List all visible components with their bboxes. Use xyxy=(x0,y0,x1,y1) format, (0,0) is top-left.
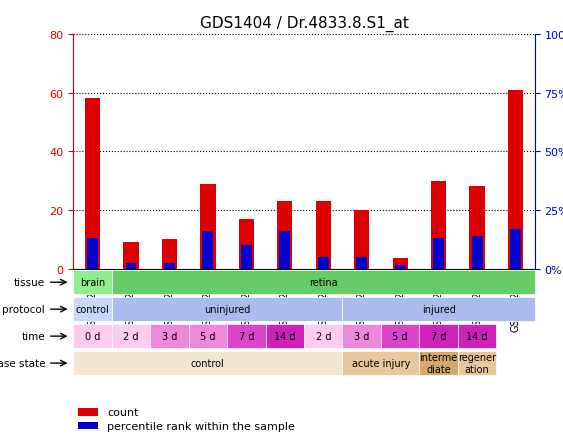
FancyBboxPatch shape xyxy=(111,324,150,349)
Bar xyxy=(470,187,485,269)
Text: 7 d: 7 d xyxy=(239,332,254,341)
FancyBboxPatch shape xyxy=(266,324,304,349)
Text: 2 d: 2 d xyxy=(315,332,331,341)
FancyBboxPatch shape xyxy=(73,270,111,295)
Text: count: count xyxy=(108,407,139,417)
Title: GDS1404 / Dr.4833.8.S1_at: GDS1404 / Dr.4833.8.S1_at xyxy=(199,16,409,32)
Bar xyxy=(508,90,524,269)
FancyBboxPatch shape xyxy=(342,297,535,322)
Text: brain: brain xyxy=(80,278,105,287)
Bar xyxy=(162,240,177,269)
Bar xyxy=(200,184,216,269)
FancyBboxPatch shape xyxy=(227,324,266,349)
Text: uninjured: uninjured xyxy=(204,305,251,314)
Text: interme
diate: interme diate xyxy=(419,352,458,374)
Bar xyxy=(126,263,136,269)
Bar xyxy=(241,246,252,269)
Bar xyxy=(78,408,98,416)
Bar xyxy=(279,232,290,269)
FancyBboxPatch shape xyxy=(189,324,227,349)
Text: control: control xyxy=(75,305,109,314)
FancyBboxPatch shape xyxy=(73,351,342,375)
FancyBboxPatch shape xyxy=(342,324,381,349)
Text: 2 d: 2 d xyxy=(123,332,138,341)
Text: injured: injured xyxy=(422,305,455,314)
Text: 5 d: 5 d xyxy=(392,332,408,341)
Bar xyxy=(431,181,446,269)
Bar xyxy=(78,422,98,430)
Text: 14 d: 14 d xyxy=(466,332,488,341)
Bar xyxy=(472,236,482,269)
Bar xyxy=(434,239,444,269)
Bar xyxy=(239,219,254,269)
Bar xyxy=(318,257,329,269)
Bar xyxy=(164,263,175,269)
FancyBboxPatch shape xyxy=(73,297,111,322)
Text: control: control xyxy=(191,358,225,368)
FancyBboxPatch shape xyxy=(342,351,419,375)
Text: 3 d: 3 d xyxy=(162,332,177,341)
Bar xyxy=(395,266,405,269)
Text: 14 d: 14 d xyxy=(274,332,296,341)
Bar xyxy=(203,232,213,269)
Text: percentile rank within the sample: percentile rank within the sample xyxy=(108,421,296,431)
Bar xyxy=(277,202,293,269)
Bar xyxy=(123,243,138,269)
Bar xyxy=(84,99,100,269)
Text: acute injury: acute injury xyxy=(352,358,410,368)
Text: 5 d: 5 d xyxy=(200,332,216,341)
Text: 7 d: 7 d xyxy=(431,332,446,341)
Text: retina: retina xyxy=(309,278,338,287)
FancyBboxPatch shape xyxy=(419,351,458,375)
FancyBboxPatch shape xyxy=(381,324,419,349)
FancyBboxPatch shape xyxy=(458,324,497,349)
FancyBboxPatch shape xyxy=(458,351,497,375)
FancyBboxPatch shape xyxy=(304,324,342,349)
Text: time: time xyxy=(21,332,45,341)
Text: 3 d: 3 d xyxy=(354,332,369,341)
Bar xyxy=(87,239,98,269)
Bar xyxy=(356,257,367,269)
FancyBboxPatch shape xyxy=(111,297,342,322)
FancyBboxPatch shape xyxy=(150,324,189,349)
Bar xyxy=(510,229,521,269)
Text: disease state: disease state xyxy=(0,358,45,368)
FancyBboxPatch shape xyxy=(419,324,458,349)
Bar xyxy=(392,259,408,269)
Text: protocol: protocol xyxy=(2,305,45,314)
Text: regener
ation: regener ation xyxy=(458,352,496,374)
FancyBboxPatch shape xyxy=(73,324,111,349)
Text: 0 d: 0 d xyxy=(85,332,100,341)
FancyBboxPatch shape xyxy=(111,270,535,295)
Text: tissue: tissue xyxy=(14,278,45,287)
Bar xyxy=(354,210,369,269)
Bar xyxy=(315,202,331,269)
